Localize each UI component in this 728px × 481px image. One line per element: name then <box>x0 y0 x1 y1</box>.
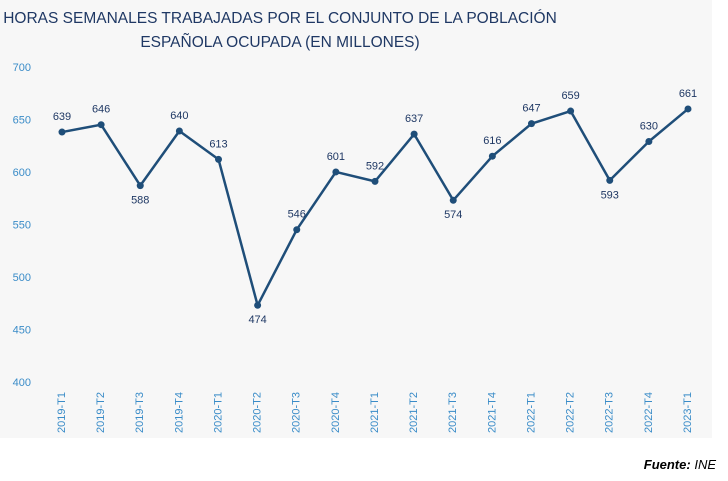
point <box>293 226 301 234</box>
x-tick-label: 2020-T3 <box>291 392 303 433</box>
data-label: 574 <box>444 209 462 221</box>
point <box>136 182 144 190</box>
point <box>371 177 379 185</box>
point <box>567 107 575 115</box>
x-tick-label: 2021-T2 <box>408 392 420 433</box>
point <box>215 155 222 163</box>
point <box>175 127 183 135</box>
data-label: 630 <box>640 120 658 132</box>
point <box>97 121 105 129</box>
x-tick-label: 2020-T4 <box>330 392 342 433</box>
source: Fuente: INE <box>644 457 717 472</box>
point <box>488 152 496 160</box>
chart-title: HORAS SEMANALES TRABAJADAS POR EL CONJUN… <box>3 10 557 27</box>
x-tick-label: 2022-T4 <box>643 392 655 433</box>
point <box>449 196 457 204</box>
point <box>254 301 262 309</box>
data-label: 613 <box>209 138 227 150</box>
point <box>332 168 340 176</box>
x-tick-label: 2020-T2 <box>252 392 264 433</box>
x-tick-label: 2019-T3 <box>134 392 146 433</box>
x-tick-label: 2019-T4 <box>173 392 185 433</box>
x-tick-label: 2022-T2 <box>565 392 577 433</box>
chart-background <box>0 0 712 438</box>
point <box>684 105 692 113</box>
data-label: 640 <box>170 110 188 122</box>
data-label: 592 <box>366 160 384 172</box>
data-label: 637 <box>405 113 423 125</box>
data-label: 646 <box>92 104 110 116</box>
source-text: INE <box>694 457 716 472</box>
point <box>410 130 418 138</box>
y-tick-label: 700 <box>13 62 31 74</box>
data-label: 659 <box>561 90 579 102</box>
point <box>645 138 653 145</box>
y-tick-label: 400 <box>13 377 31 389</box>
x-tick-label: 2019-T2 <box>95 392 107 433</box>
data-label: 661 <box>679 88 697 100</box>
x-tick-label: 2022-T1 <box>525 392 537 433</box>
source-label: Fuente: <box>644 457 691 472</box>
data-label: 639 <box>53 111 71 123</box>
x-tick-label: 2020-T1 <box>212 392 224 433</box>
data-label: 601 <box>327 151 345 163</box>
x-tick-label: 2021-T3 <box>447 392 459 433</box>
data-label: 474 <box>248 314 266 326</box>
x-tick-label: 2023-T1 <box>682 392 694 433</box>
data-label: 546 <box>288 209 306 221</box>
y-tick-label: 500 <box>13 272 31 284</box>
data-label: 616 <box>483 135 501 147</box>
y-tick-label: 550 <box>13 219 31 231</box>
x-tick-label: 2021-T4 <box>486 392 498 433</box>
y-tick-label: 650 <box>13 114 31 126</box>
y-tick-label: 600 <box>13 167 31 179</box>
point <box>58 128 66 136</box>
x-tick-label: 2022-T3 <box>604 392 616 433</box>
point <box>606 176 614 184</box>
data-label: 588 <box>131 195 149 207</box>
data-label: 647 <box>522 103 540 115</box>
data-label: 593 <box>601 189 619 201</box>
x-tick-label: 2019-T1 <box>56 392 68 433</box>
x-tick-label: 2021-T1 <box>369 392 381 433</box>
chart-title: ESPAÑOLA OCUPADA (EN MILLONES) <box>140 34 419 51</box>
point <box>528 120 535 128</box>
y-tick-label: 450 <box>13 324 31 336</box>
